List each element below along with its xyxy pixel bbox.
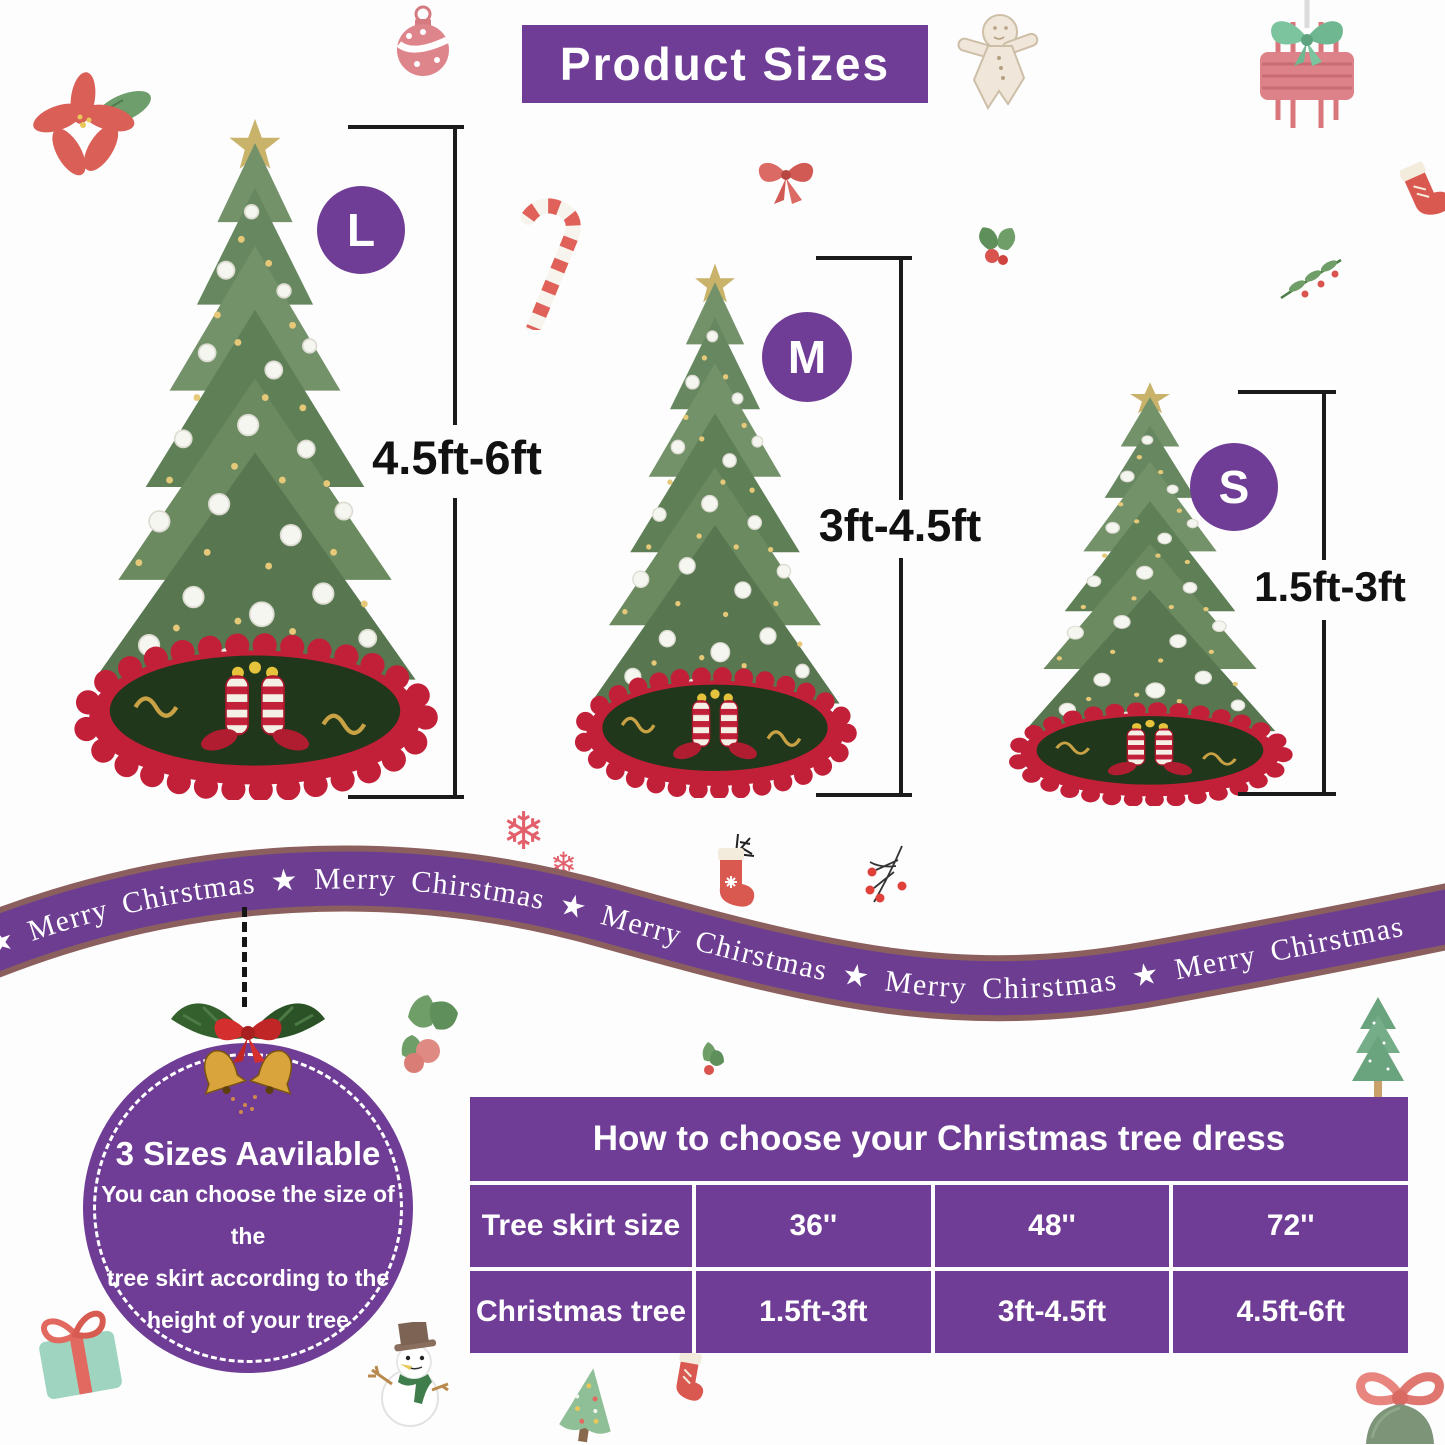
badge-dashed-ring	[93, 1053, 403, 1363]
red-bow-icon	[758, 162, 814, 204]
size-badge-s: S	[1190, 443, 1278, 531]
svg-text:★ Merry Chirstmas ★ Merr: ★ Merry Chirstmas ★ Merry Chirstmas ★ Me…	[0, 862, 1407, 1005]
measure-cap-bottom-m	[816, 793, 912, 797]
gift-bag-icon	[1356, 1372, 1444, 1444]
height-range-s: 1.5ft-3ft	[1254, 563, 1406, 610]
size-badge-m: M	[762, 312, 852, 402]
measure-line-m2	[899, 558, 903, 796]
stocking-snowflake-icon	[718, 833, 755, 907]
height-range-m: 3ft-4.5ft	[818, 500, 982, 551]
table-cell: 48''	[934, 1185, 1170, 1267]
size-table: How to choose your Christmas tree dress …	[470, 1097, 1408, 1353]
size-table-title: How to choose your Christmas tree dress	[470, 1097, 1408, 1181]
drum-ornament-icon	[1260, 0, 1354, 128]
table-row-label: Tree skirt size	[470, 1185, 692, 1267]
gingerbread-man-icon	[957, 14, 1039, 111]
stocking-icon	[676, 1350, 704, 1401]
info-badge: 3 Sizes Aavilable You can choose the siz…	[83, 1043, 413, 1373]
table-cell: 36''	[696, 1185, 931, 1267]
measure-line-l	[453, 125, 457, 425]
snowflake-icon: ❄	[502, 802, 546, 862]
measure-line-m	[899, 256, 903, 500]
measure-cap-top-m	[816, 256, 912, 260]
bauble-ornament-icon	[396, 5, 449, 76]
table-cell: 72''	[1173, 1185, 1408, 1267]
measure-line-s2	[1322, 620, 1326, 794]
measure-cap-top-s	[1238, 390, 1336, 394]
size-badge-l: L	[317, 186, 405, 274]
height-range-l: 4.5ft-6ft	[372, 431, 542, 484]
measure-cap-top-l	[348, 125, 464, 129]
table-cell: 1.5ft-3ft	[696, 1271, 931, 1353]
page-title: Product Sizes	[522, 25, 928, 103]
measure-cap-bottom-s	[1238, 792, 1336, 796]
greenery-sprig-icon	[1280, 258, 1342, 300]
measure-cap-bottom-l	[348, 795, 464, 799]
snowflake-icon: ❄	[550, 845, 577, 883]
tiny-holly-icon	[702, 1042, 724, 1075]
measure-line-l2	[453, 498, 457, 798]
berry-branch-icon	[865, 845, 907, 903]
table-row-label: Christmas tree	[470, 1271, 692, 1353]
holly-berries-icon	[401, 995, 458, 1073]
stocking-icon	[1400, 161, 1445, 215]
dashed-hanger-line	[242, 907, 247, 1007]
holly-icon	[979, 227, 1016, 265]
measure-line-s	[1322, 390, 1326, 560]
table-cell: 4.5ft-6ft	[1173, 1271, 1408, 1353]
decorated-tree-icon	[559, 1368, 611, 1443]
pine-tree-icon	[1352, 997, 1404, 1099]
table-cell: 3ft-4.5ft	[934, 1271, 1170, 1353]
